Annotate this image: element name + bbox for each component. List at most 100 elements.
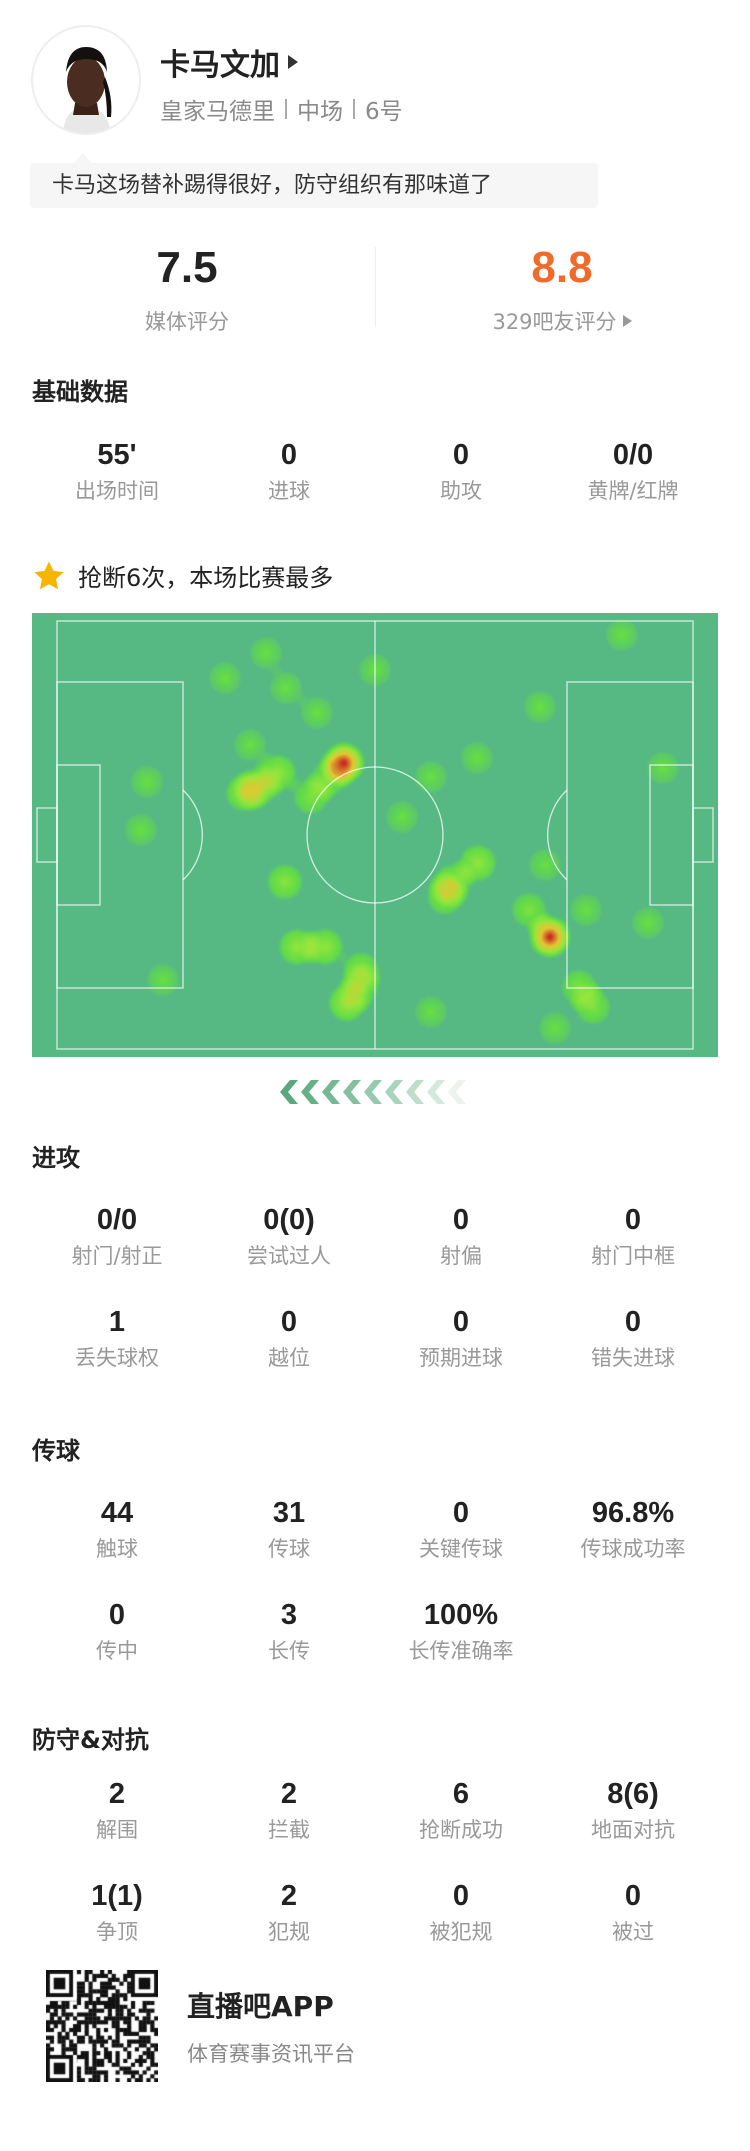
stat-label: 抢断成功 (419, 1818, 503, 1842)
stat-defense: 0 被犯规 (375, 1879, 547, 1945)
stat-value: 1 (108, 1306, 126, 1338)
player-meta: 皇家马德里 中场 6号 (160, 92, 403, 126)
stat-value: 0 (624, 1306, 642, 1338)
stat-value: 0 (452, 1204, 470, 1236)
chevron-left-icon (448, 1080, 466, 1104)
player-avatar[interactable] (31, 25, 141, 135)
stat-value: 8(6) (607, 1778, 659, 1810)
stat-attack: 0 射偏 (375, 1203, 547, 1269)
stat-passing: 100% 长传准确率 (375, 1598, 547, 1664)
stat-attack: 0 射门中框 (547, 1203, 719, 1269)
player-name-link[interactable]: 卡马文加 (160, 40, 298, 84)
stat-value: 3 (280, 1599, 298, 1631)
stat-basic: 0 进球 (203, 438, 375, 504)
stat-value: 0 (452, 1497, 470, 1529)
stat-value: 0 (452, 439, 470, 471)
media-rating: 7.5 媒体评分 (57, 242, 317, 336)
stat-label: 助攻 (440, 479, 482, 503)
stat-label: 关键传球 (419, 1537, 503, 1561)
stat-passing: 31 传球 (203, 1496, 375, 1562)
play-arrow-icon (288, 55, 298, 69)
stat-label: 解围 (96, 1818, 138, 1842)
player-position: 中场 (297, 99, 343, 125)
stat-attack: 0 预期进球 (375, 1305, 547, 1371)
fan-rating-value: 8.8 (531, 243, 593, 292)
stat-defense: 8(6) 地面对抗 (547, 1777, 719, 1843)
stat-defense: 1(1) 争顶 (31, 1879, 203, 1945)
stat-label: 黄牌/红牌 (587, 479, 679, 503)
stat-label: 越位 (268, 1346, 310, 1370)
app-tagline: 体育赛事资讯平台 (187, 2042, 355, 2066)
stat-label: 丢失球权 (75, 1346, 159, 1370)
media-rating-value: 7.5 (156, 243, 218, 292)
stat-value: 0/0 (96, 1204, 138, 1236)
play-arrow-icon (622, 315, 632, 327)
app-name: 直播吧APP (187, 1990, 334, 2023)
stat-label: 传球 (268, 1537, 310, 1561)
highlight-text: 抢断6次，本场比赛最多 (78, 564, 334, 592)
chevron-left-icon (280, 1080, 298, 1104)
section-title-attack: 进攻 (32, 1144, 80, 1172)
stat-defense: 2 犯规 (203, 1879, 375, 1945)
chevron-left-icon (343, 1080, 361, 1104)
chevron-left-icon (427, 1080, 445, 1104)
stat-value: 0 (624, 1204, 642, 1236)
divider (375, 247, 376, 327)
stat-label: 被犯规 (429, 1920, 493, 1944)
stat-attack: 0/0 射门/射正 (31, 1203, 203, 1269)
stat-value: 2 (280, 1778, 298, 1810)
fan-rating-label: 329吧友评分 (492, 310, 617, 334)
stat-value: 2 (108, 1778, 126, 1810)
player-photo (63, 47, 112, 133)
stat-label: 被过 (612, 1920, 654, 1944)
stat-passing: 96.8% 传球成功率 (547, 1496, 719, 1562)
separator (353, 99, 355, 119)
stat-value: 0(0) (263, 1204, 315, 1236)
stat-label: 争顶 (96, 1920, 138, 1944)
stat-label: 进球 (268, 479, 310, 503)
qr-code[interactable] (46, 1970, 158, 2082)
stat-defense: 6 抢断成功 (375, 1777, 547, 1843)
stat-defense: 0 被过 (547, 1879, 719, 1945)
stat-basic: 0/0 黄牌/红牌 (547, 438, 719, 504)
player-number: 6号 (365, 99, 403, 125)
stat-defense: 2 解围 (31, 1777, 203, 1843)
stat-label: 射偏 (440, 1244, 482, 1268)
stat-label: 传球成功率 (580, 1537, 686, 1561)
stat-passing: 0 关键传球 (375, 1496, 547, 1562)
chevron-left-icon (385, 1080, 403, 1104)
stat-value: 0 (452, 1880, 470, 1912)
stat-value: 31 (272, 1497, 306, 1529)
chevron-left-icon (406, 1080, 424, 1104)
chevron-left-icon (322, 1080, 340, 1104)
stat-value: 0 (280, 1306, 298, 1338)
stat-value: 2 (280, 1880, 298, 1912)
chevron-left-icon (301, 1080, 319, 1104)
chevron-left-icon (364, 1080, 382, 1104)
stat-value: 0 (108, 1599, 126, 1631)
stat-label: 射门/射正 (71, 1244, 163, 1268)
stat-label: 错失进球 (591, 1346, 675, 1370)
stat-defense: 2 拦截 (203, 1777, 375, 1843)
stat-passing: 0 传中 (31, 1598, 203, 1664)
player-name: 卡马文加 (160, 48, 280, 83)
comment-bubble: 卡马这场替补踢得很好，防守组织有那味道了 (30, 153, 598, 208)
stat-value: 0 (452, 1306, 470, 1338)
highlight-row: 抢断6次，本场比赛最多 (32, 558, 333, 593)
section-title-defense: 防守&对抗 (32, 1726, 149, 1754)
pitch-lines (36, 620, 714, 1050)
stat-value: 96.8% (591, 1497, 675, 1529)
stat-label: 射门中框 (591, 1244, 675, 1268)
stat-value: 55' (97, 439, 137, 471)
stat-value: 100% (423, 1599, 499, 1631)
stat-label: 尝试过人 (247, 1244, 331, 1268)
stat-label: 长传 (268, 1639, 310, 1663)
attack-direction-chevrons (280, 1080, 466, 1104)
stat-value: 0 (280, 439, 298, 471)
fan-rating[interactable]: 8.8 329吧友评分 (432, 242, 692, 336)
stat-value: 6 (452, 1778, 470, 1810)
stat-label: 地面对抗 (591, 1818, 675, 1842)
media-rating-label: 媒体评分 (145, 310, 229, 334)
stat-label: 犯规 (268, 1920, 310, 1944)
stat-attack: 1 丢失球权 (31, 1305, 203, 1371)
